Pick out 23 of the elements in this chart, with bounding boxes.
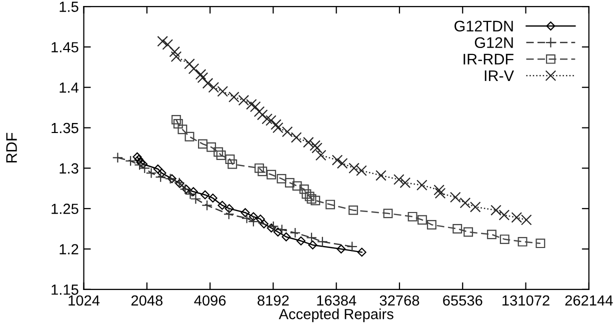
y-tick-label: 1.35 (52, 122, 78, 134)
x-tick-label: 1024 (68, 295, 100, 306)
x-tick-label: 8192 (258, 295, 289, 306)
x-tick-label: 2048 (131, 295, 163, 306)
legend-label: IR-V (484, 70, 514, 81)
x-tick-label: 4096 (194, 295, 226, 306)
y-tick-label: 1.4 (60, 82, 78, 93)
y-tick-label: 1.2 (60, 244, 78, 254)
y-tick-label: 1.25 (52, 204, 78, 214)
y-axis-title: RDF (6, 132, 17, 162)
x-tick-label: 65536 (443, 295, 482, 306)
y-tick-label: 1.5 (60, 2, 78, 12)
x-axis-title: Accepted Repairs (278, 308, 394, 322)
x-tick-label: 131072 (502, 295, 550, 306)
legend-label: IR-RDF (464, 54, 514, 64)
x-tick-label: 16384 (317, 295, 356, 306)
y-tick-label: 1.15 (52, 284, 78, 295)
y-tick-label: 1.45 (52, 42, 78, 52)
legend-label: G12N (474, 37, 513, 48)
y-tick-label: 1.3 (60, 163, 78, 174)
x-tick-label: 262144 (565, 295, 613, 306)
legend-label: G12TDN (454, 20, 513, 32)
x-tick-label: 32768 (380, 295, 420, 306)
